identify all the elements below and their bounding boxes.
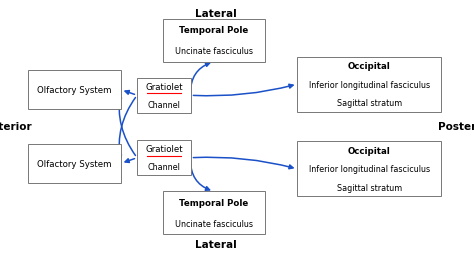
Text: Temporal Pole: Temporal Pole xyxy=(179,198,248,207)
Text: Sagittal stratum: Sagittal stratum xyxy=(337,99,402,107)
Text: Gratiolet: Gratiolet xyxy=(145,145,182,154)
Text: Occipital: Occipital xyxy=(348,147,391,155)
Text: Uncinate fasciculus: Uncinate fasciculus xyxy=(175,47,253,56)
FancyBboxPatch shape xyxy=(137,78,191,113)
Text: Channel: Channel xyxy=(147,162,180,171)
Text: Occipital: Occipital xyxy=(348,62,391,71)
Text: Gratiolet: Gratiolet xyxy=(145,83,182,92)
FancyBboxPatch shape xyxy=(297,57,441,112)
Text: Uncinate fasciculus: Uncinate fasciculus xyxy=(175,219,253,228)
FancyBboxPatch shape xyxy=(297,142,441,197)
Text: Temporal Pole: Temporal Pole xyxy=(179,26,248,35)
Text: Channel: Channel xyxy=(147,100,180,109)
Text: Posterior: Posterior xyxy=(438,122,474,132)
Text: Lateral: Lateral xyxy=(195,9,237,19)
FancyBboxPatch shape xyxy=(28,145,121,183)
FancyBboxPatch shape xyxy=(28,71,121,109)
Text: Inferior longitudinal fasciculus: Inferior longitudinal fasciculus xyxy=(309,165,430,174)
FancyBboxPatch shape xyxy=(163,20,265,62)
FancyBboxPatch shape xyxy=(137,141,191,176)
FancyBboxPatch shape xyxy=(163,192,265,234)
Text: Sagittal stratum: Sagittal stratum xyxy=(337,183,402,192)
Text: Olfactory System: Olfactory System xyxy=(37,86,112,95)
Text: Lateral: Lateral xyxy=(195,239,237,249)
Text: Inferior longitudinal fasciculus: Inferior longitudinal fasciculus xyxy=(309,80,430,89)
Text: Olfactory System: Olfactory System xyxy=(37,159,112,168)
Text: Anterior: Anterior xyxy=(0,122,33,132)
